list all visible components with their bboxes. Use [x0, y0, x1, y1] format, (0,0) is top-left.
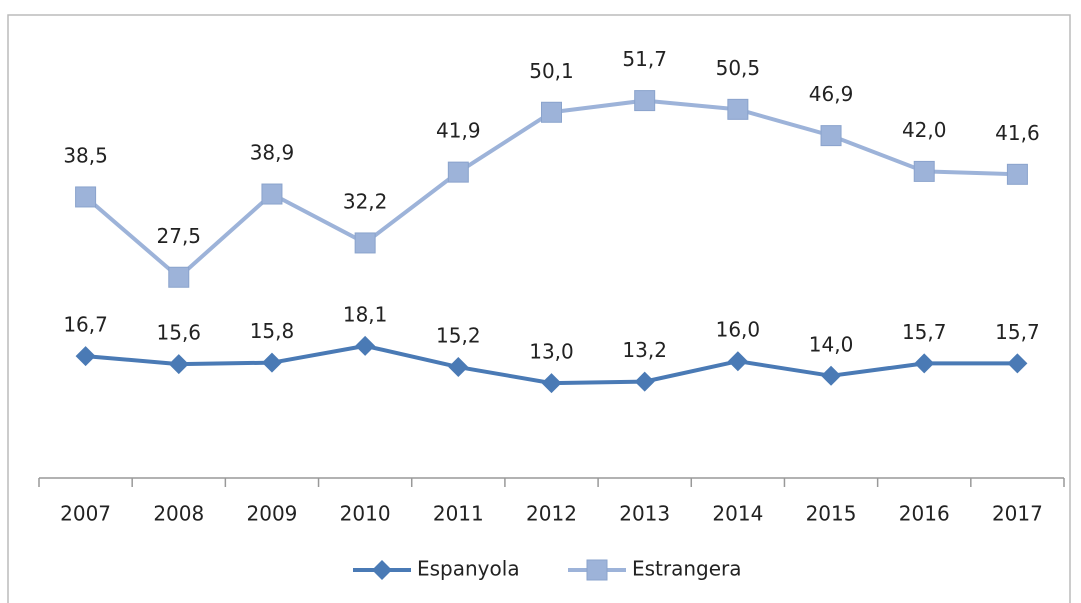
point-marker [914, 353, 935, 374]
point-marker [634, 371, 655, 392]
point-marker [75, 186, 97, 208]
data-label: 27,5 [157, 224, 202, 248]
data-label: 46,9 [809, 82, 854, 106]
x-tick-label: 2015 [806, 502, 857, 526]
x-tick-label: 2007 [60, 502, 111, 526]
x-tick-label: 2014 [712, 502, 763, 526]
point-marker [1007, 353, 1028, 374]
point-marker [355, 335, 376, 356]
data-label: 38,5 [63, 143, 108, 167]
data-label: 50,1 [529, 59, 574, 83]
data-label: 18,1 [343, 302, 388, 326]
point-marker [541, 373, 562, 394]
series-line [84, 98, 1018, 280]
data-label: 15,7 [995, 320, 1040, 344]
data-label: 13,0 [529, 340, 574, 364]
data-label: 16,0 [716, 318, 761, 342]
x-tick-label: 2017 [992, 502, 1043, 526]
x-tick-label: 2009 [247, 502, 298, 526]
data-label: 41,9 [436, 119, 481, 143]
point-marker [913, 160, 935, 182]
point-marker [261, 183, 283, 205]
x-tick-label: 2010 [340, 502, 391, 526]
x-tick-label: 2008 [153, 502, 204, 526]
data-label: 50,5 [716, 56, 761, 80]
legend-marker [372, 560, 392, 580]
data-label: 15,7 [902, 320, 947, 344]
point-marker [354, 232, 376, 254]
data-label: 16,7 [63, 313, 108, 337]
data-label: 42,0 [902, 118, 947, 142]
legend-label: Espanyola [417, 557, 520, 581]
x-tick-label: 2012 [526, 502, 577, 526]
data-label: 32,2 [343, 189, 388, 213]
point-marker [168, 354, 189, 375]
x-tick-label: 2013 [619, 502, 670, 526]
data-label: 13,2 [622, 338, 667, 362]
point-marker [168, 266, 190, 288]
point-marker [541, 101, 562, 123]
point-marker [1006, 163, 1028, 185]
chart-frame [7, 14, 1071, 603]
point-marker [727, 351, 748, 372]
data-label: 41,6 [995, 121, 1040, 145]
data-label: 51,7 [622, 47, 667, 71]
data-label: 14,0 [809, 332, 854, 356]
point-marker [820, 125, 842, 147]
x-tick-label: 2011 [433, 502, 484, 526]
x-tick-label: 2016 [899, 502, 950, 526]
point-marker [261, 352, 282, 373]
data-label: 15,6 [157, 321, 202, 345]
data-label: 15,8 [250, 319, 295, 343]
point-marker [447, 161, 469, 183]
point-marker [634, 90, 656, 112]
data-label: 15,2 [436, 324, 481, 348]
point-marker [821, 365, 842, 386]
point-marker [727, 98, 749, 120]
legend-label: Estrangera [632, 557, 742, 581]
point-marker [448, 357, 469, 378]
legend-marker [586, 559, 608, 581]
data-label: 38,9 [250, 141, 295, 165]
point-marker [75, 346, 96, 367]
